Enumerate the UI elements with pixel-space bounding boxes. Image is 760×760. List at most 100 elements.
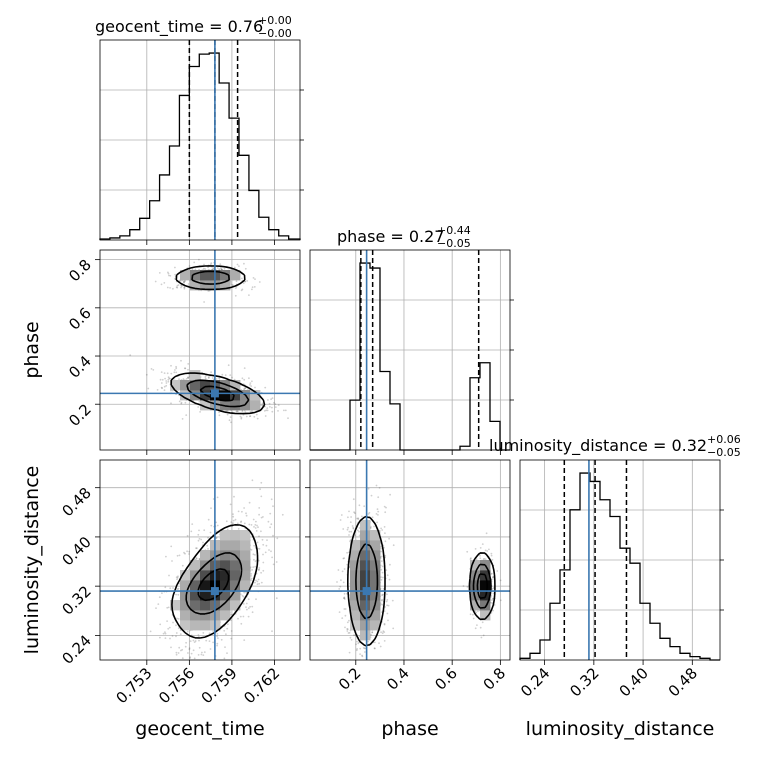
phase-vs-geocent_time-sample-point [167, 272, 170, 275]
luminosity_distance-vs-phase-sample-point [375, 513, 378, 515]
luminosity_distance-vs-phase-sample-point [377, 510, 380, 513]
luminosity_distance-vs-geocent_time-density-cell [220, 570, 231, 581]
phase-vs-geocent_time-sample-point [224, 374, 227, 376]
svg-text:+0.44: +0.44 [437, 224, 471, 237]
luminosity_distance-vs-phase-sample-point [382, 587, 385, 590]
luminosity_distance-vs-geocent_time-sample-point [155, 607, 157, 609]
luminosity_distance-vs-geocent_time-sample-point [272, 563, 275, 566]
luminosity_distance-vs-phase-sample-point [343, 592, 346, 595]
svg-text:−0.05: −0.05 [707, 446, 741, 459]
luminosity_distance-vs-geocent_time-sample-point [164, 637, 167, 639]
phase-vs-geocent_time-sample-point [277, 404, 280, 406]
phase-vs-geocent_time-sample-point [254, 386, 256, 389]
luminosity_distance-vs-geocent_time-density-cell [240, 540, 251, 551]
luminosity_distance-vs-phase-sample-point [385, 506, 387, 509]
phase-vs-geocent_time-sample-point [244, 267, 247, 270]
luminosity_distance-vs-phase-sample-point [388, 537, 390, 540]
luminosity_distance-vs-phase-sample-point [361, 655, 364, 658]
phase-vs-geocent_time-sample-point [154, 280, 157, 283]
phase-vs-geocent_time-sample-point [265, 409, 268, 412]
luminosity_distance-vs-phase-sample-point [353, 511, 355, 514]
phase-vs-geocent_time-ytick-label-3: 0.8 [65, 256, 95, 286]
luminosity_distance-vs-geocent_time-sample-point [252, 553, 255, 556]
luminosity_distance-vs-geocent_time-truth-marker [210, 587, 219, 596]
phase-vs-geocent_time-sample-point [232, 284, 234, 287]
phase-vs-geocent_time-sample-point [249, 384, 251, 386]
luminosity_distance-vs-phase-sample-point [336, 581, 338, 583]
luminosity_distance-vs-phase-density-cell [350, 610, 361, 621]
luminosity_distance-vs-phase-sample-point [349, 521, 352, 524]
luminosity_distance-vs-phase-sample-point [374, 641, 376, 644]
luminosity_distance-vs-geocent_time-sample-point [259, 488, 261, 491]
luminosity_distance-vs-geocent_time-sample-point [159, 623, 162, 626]
luminosity_distance-vs-geocent_time-sample-point [198, 537, 201, 540]
luminosity_distance-vs-phase-sample-point [385, 672, 387, 674]
luminosity_distance-vs-phase-density-cell [350, 560, 361, 571]
phase-vs-geocent_time-sample-point [198, 258, 200, 261]
phase-vs-geocent_time-sample-point [180, 402, 183, 405]
luminosity_distance-vs-phase-sample-point [378, 487, 381, 489]
phase-vs-geocent_time-sample-point [228, 419, 231, 422]
phase-vs-geocent_time-sample-point [204, 377, 207, 380]
phase-vs-geocent_time-sample-point [183, 281, 185, 284]
luminosity_distance-vs-phase-frame [309, 459, 511, 661]
phase-vs-geocent_time-sample-point [234, 294, 237, 297]
phase-vs-geocent_time-sample-point [235, 410, 238, 413]
luminosity_distance-vs-phase-sample-point [338, 588, 341, 590]
phase-vs-geocent_time-sample-point [160, 283, 163, 286]
luminosity_distance-vs-phase-density-cell [360, 600, 371, 611]
phase-vs-geocent_time-sample-point [166, 372, 169, 375]
luminosity_distance-vs-geocent_time-sample-point [216, 633, 219, 635]
luminosity_distance-vs-phase-density-cell [480, 610, 491, 621]
luminosity_distance-vs-phase-sample-point [481, 543, 484, 545]
luminosity_distance-vs-phase-sample-point [376, 521, 378, 524]
luminosity_distance-vs-phase-sample-point [348, 651, 351, 654]
luminosity_distance-vs-geocent_time-sample-point [271, 556, 273, 559]
luminosity_distance-vs-phase-sample-point [346, 630, 349, 632]
luminosity_distance-vs-geocent_time-sample-point [171, 560, 173, 562]
luminosity_distance-vs-phase-sample-point [381, 598, 383, 601]
luminosity_distance-vs-geocent_time-density-cell [200, 570, 211, 581]
luminosity_distance-vs-phase-sample-point [361, 662, 363, 664]
luminosity_distance-vs-phase-density-cell [470, 590, 481, 601]
luminosity_distance-vs-phase-sample-point [342, 557, 345, 560]
luminosity_distance-vs-geocent_time-sample-point [215, 536, 218, 539]
phase-vs-geocent_time-sample-point [209, 263, 212, 266]
luminosity_distance-vs-geocent_time-sample-point [216, 496, 219, 499]
luminosity_distance-histogram-steps [519, 472, 720, 661]
luminosity_distance-vs-geocent_time-sample-point [256, 580, 259, 583]
luminosity_distance-vs-geocent_time-density-cell [220, 580, 231, 591]
phase-vs-geocent_time-sample-point [177, 284, 180, 286]
luminosity_distance-vs-phase-density-cell [360, 620, 371, 631]
phase-vs-geocent_time-sample-point [250, 385, 253, 387]
luminosity_distance-vs-phase-sample-point [380, 550, 383, 553]
luminosity_distance-vs-phase-sample-point [377, 514, 379, 516]
phase-vs-geocent_time-sample-point [249, 382, 252, 384]
luminosity_distance-vs-geocent_time-density-cell [180, 600, 191, 611]
phase-vs-geocent_time-sample-point [164, 377, 167, 380]
luminosity_distance-vs-phase-sample-point [380, 603, 382, 606]
luminosity_distance-vs-phase-sample-point [348, 632, 351, 634]
luminosity_distance-vs-phase-sample-point [359, 647, 362, 650]
luminosity_distance-vs-geocent_time-sample-point [270, 550, 272, 553]
phase-vs-geocent_time-sample-point [284, 409, 287, 412]
luminosity_distance-vs-phase-sample-point [343, 597, 346, 600]
luminosity_distance-vs-geocent_time-sample-point [251, 479, 254, 482]
luminosity_distance-vs-phase-sample-point [344, 608, 347, 610]
luminosity_distance-vs-phase-sample-point [381, 594, 383, 597]
phase-vs-geocent_time-sample-point [175, 365, 178, 368]
phase-vs-geocent_time-sample-point [234, 287, 237, 289]
phase-vs-geocent_time-sample-point [240, 416, 243, 419]
phase-vs-geocent_time-sample-point [163, 282, 166, 284]
luminosity_distance-vs-geocent_time-sample-point [185, 641, 188, 644]
luminosity_distance-vs-geocent_time-sample-point [246, 608, 248, 611]
phase-vs-geocent_time-sample-point [161, 387, 164, 390]
luminosity_distance-vs-phase-sample-point [340, 579, 342, 582]
luminosity_distance-vs-phase-sample-point [386, 574, 389, 577]
luminosity_distance-vs-geocent_time-density-cell [190, 620, 201, 631]
luminosity_distance-vs-phase-sample-point [342, 528, 345, 530]
luminosity_distance-vs-geocent_time-sample-point [247, 607, 250, 610]
phase-vs-geocent_time-sample-point [169, 377, 172, 380]
phase-vs-geocent_time-sample-point [199, 411, 202, 413]
luminosity_distance-vs-phase-contour-level-1 [355, 543, 492, 620]
